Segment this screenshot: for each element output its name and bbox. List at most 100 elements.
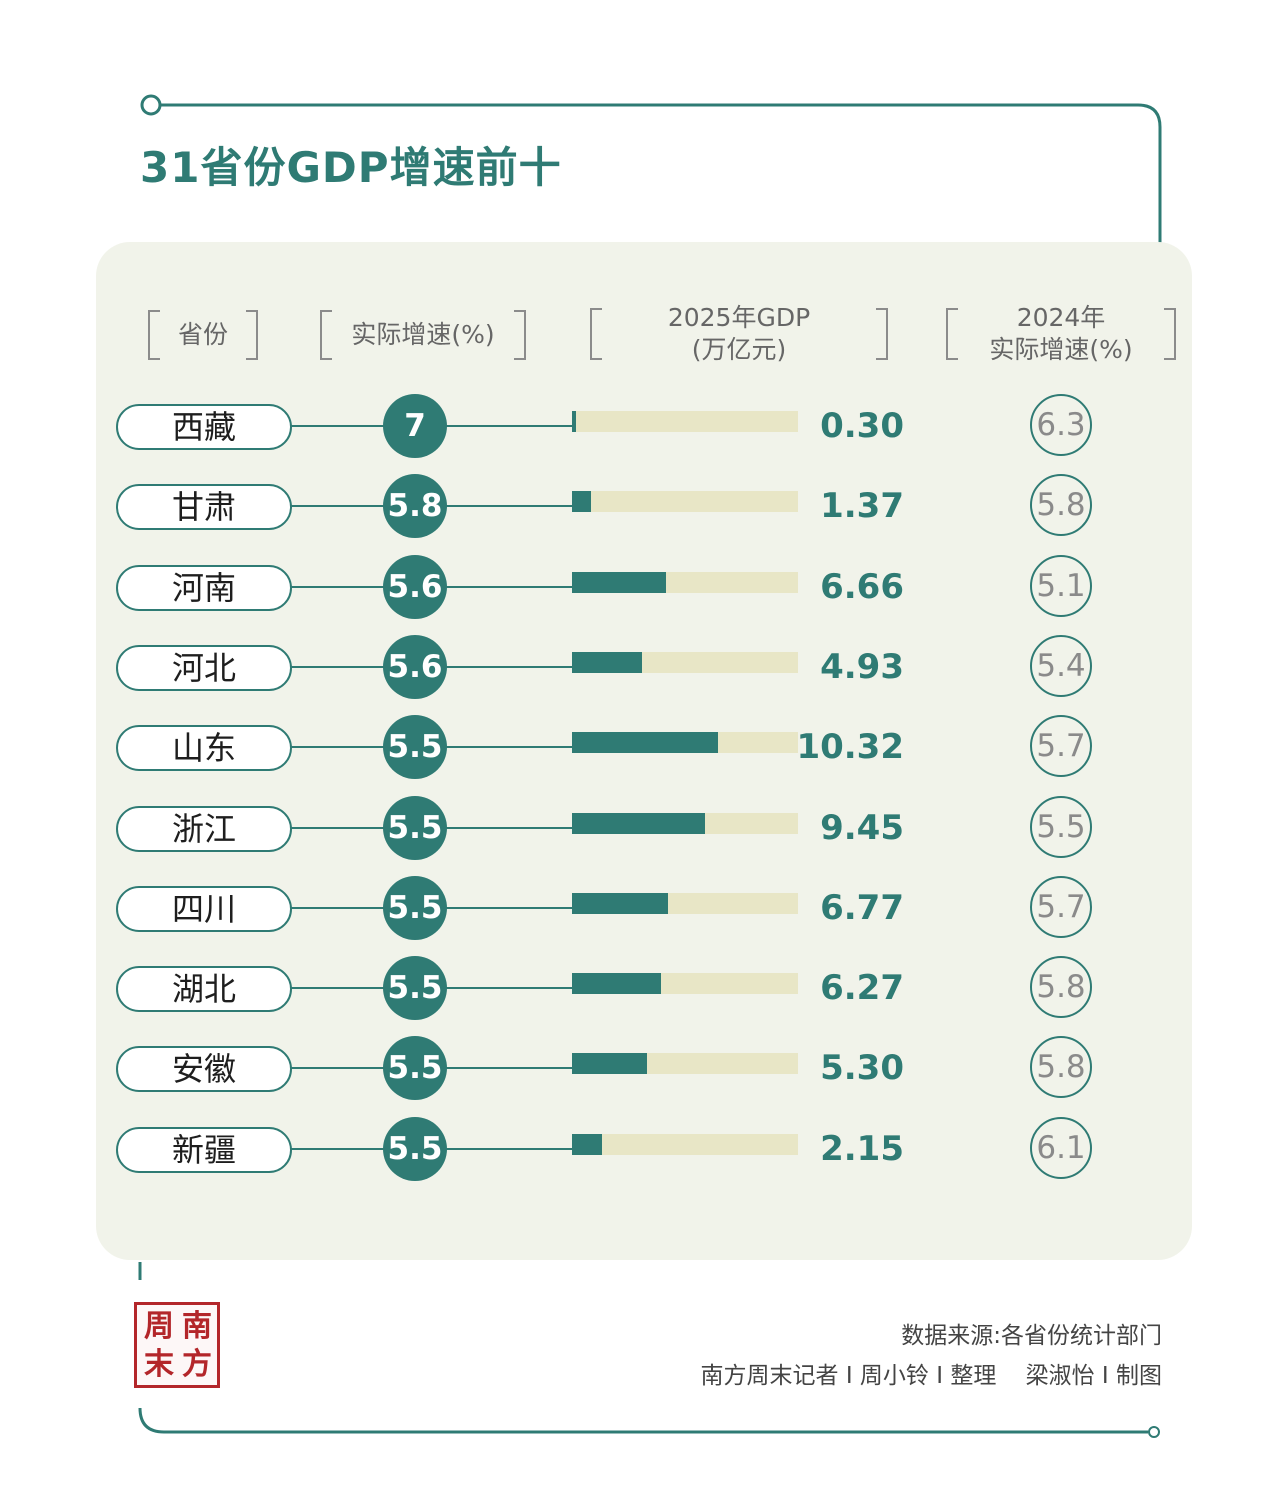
gdp-bar-track: [572, 893, 798, 914]
gdp-bar-track: [572, 732, 798, 753]
growth-rate-circle: 5.6: [383, 555, 447, 619]
table-row: 河北 5.6 4.93 5.4: [0, 635, 1280, 699]
connector-line: [446, 746, 572, 748]
table-row: 四川 5.5 6.77 5.7: [0, 876, 1280, 940]
table-row: 湖北 5.5 6.27 5.8: [0, 956, 1280, 1020]
province-label: 西藏: [116, 404, 292, 450]
gdp-bar: [572, 411, 576, 432]
province-label: 安徽: [116, 1046, 292, 1092]
gdp-bar-track: [572, 411, 798, 432]
connector-line: [288, 746, 386, 748]
gdp-value: 6.66: [820, 567, 904, 607]
prev-growth-circle: 5.1: [1030, 555, 1092, 617]
province-label: 甘肃: [116, 484, 292, 530]
gdp-value: 10.32: [796, 727, 904, 767]
chart-title: 31省份GDP增速前十: [140, 143, 562, 192]
connector-line: [288, 505, 386, 507]
connector-line: [288, 666, 386, 668]
header-gdp-line2: (万亿元): [691, 335, 787, 364]
gdp-value: 1.37: [820, 486, 904, 526]
growth-rate-circle: 5.5: [383, 1036, 447, 1100]
growth-rate-circle: 7: [383, 394, 447, 458]
province-label: 河南: [116, 565, 292, 611]
gdp-bar-track: [572, 491, 798, 512]
connector-line: [288, 907, 386, 909]
connector-line: [446, 586, 572, 588]
growth-rate-circle: 5.5: [383, 956, 447, 1020]
seal-char: 末: [144, 1347, 174, 1382]
connector-line: [446, 666, 572, 668]
seal-char: 周: [144, 1309, 174, 1344]
prev-growth-circle: 5.8: [1030, 956, 1092, 1018]
gdp-bar-track: [572, 813, 798, 834]
gdp-bar: [572, 1134, 602, 1155]
table-row: 西藏 7 0.30 6.3: [0, 394, 1280, 458]
growth-rate-circle: 5.5: [383, 796, 447, 860]
gdp-bar: [572, 732, 718, 753]
province-label: 浙江: [116, 806, 292, 852]
growth-rate-circle: 5.5: [383, 876, 447, 940]
seal-char: 方: [182, 1347, 212, 1382]
gdp-bar: [572, 652, 642, 673]
gdp-bar: [572, 572, 666, 593]
header-prev-line1: 2024年: [1016, 303, 1106, 332]
province-label: 湖北: [116, 966, 292, 1012]
connector-line: [288, 827, 386, 829]
connector-line: [288, 425, 386, 427]
gdp-value: 9.45: [820, 808, 904, 848]
prev-growth-circle: 5.7: [1030, 876, 1092, 938]
connector-line: [446, 1148, 572, 1150]
province-label: 四川: [116, 886, 292, 932]
growth-rate-circle: 5.8: [383, 474, 447, 538]
header-prev: 2024年 实际增速(%): [946, 303, 1176, 364]
province-label: 新疆: [116, 1127, 292, 1173]
prev-growth-circle: 5.7: [1030, 715, 1092, 777]
table-row: 河南 5.6 6.66 5.1: [0, 555, 1280, 619]
header-prev-line2: 实际增速(%): [989, 335, 1133, 364]
connector-line: [446, 425, 572, 427]
data-source: 数据来源:各省份统计部门: [901, 1323, 1162, 1349]
connector-line: [288, 1067, 386, 1069]
table-row: 山东 5.5 10.32 5.7: [0, 715, 1280, 779]
table-row: 甘肃 5.8 1.37 5.8: [0, 474, 1280, 538]
prev-growth-circle: 5.8: [1030, 1036, 1092, 1098]
gdp-bar-track: [572, 652, 798, 673]
connector-line: [288, 1148, 386, 1150]
gdp-bar: [572, 893, 668, 914]
gdp-value: 6.77: [820, 888, 904, 928]
header-gdp: 2025年GDP (万亿元): [590, 303, 888, 364]
gdp-bar-track: [572, 572, 798, 593]
header-gdp-line1: 2025年GDP: [667, 303, 811, 332]
gdp-bar-track: [572, 1134, 798, 1155]
gdp-value: 0.30: [820, 406, 904, 446]
prev-growth-circle: 5.4: [1030, 635, 1092, 697]
table-row: 安徽 5.5 5.30 5.8: [0, 1036, 1280, 1100]
gdp-bar: [572, 813, 705, 834]
growth-rate-circle: 5.5: [383, 715, 447, 779]
gdp-bar-track: [572, 1053, 798, 1074]
province-label: 河北: [116, 645, 292, 691]
prev-growth-circle: 5.8: [1030, 474, 1092, 536]
prev-growth-circle: 5.5: [1030, 796, 1092, 858]
gdp-bar: [572, 973, 661, 994]
gdp-bar-track: [572, 973, 798, 994]
table-row: 浙江 5.5 9.45 5.5: [0, 796, 1280, 860]
growth-rate-circle: 5.6: [383, 635, 447, 699]
connector-line: [446, 907, 572, 909]
growth-rate-circle: 5.5: [383, 1117, 447, 1181]
table-row: 新疆 5.5 2.15 6.1: [0, 1117, 1280, 1181]
connector-line: [446, 505, 572, 507]
province-label: 山东: [116, 725, 292, 771]
header-growth-label: 实际增速(%): [351, 320, 495, 349]
newspaper-seal-logo: 南 方 周 末: [134, 1302, 220, 1388]
gdp-value: 6.27: [820, 968, 904, 1008]
prev-growth-circle: 6.3: [1030, 394, 1092, 456]
header-province-label: 省份: [177, 320, 228, 349]
gdp-value: 4.93: [820, 647, 904, 687]
connector-line: [446, 987, 572, 989]
header-growth: 实际增速(%): [320, 310, 526, 360]
header-province: 省份: [148, 310, 258, 360]
gdp-bar: [572, 491, 591, 512]
connector-line: [288, 987, 386, 989]
